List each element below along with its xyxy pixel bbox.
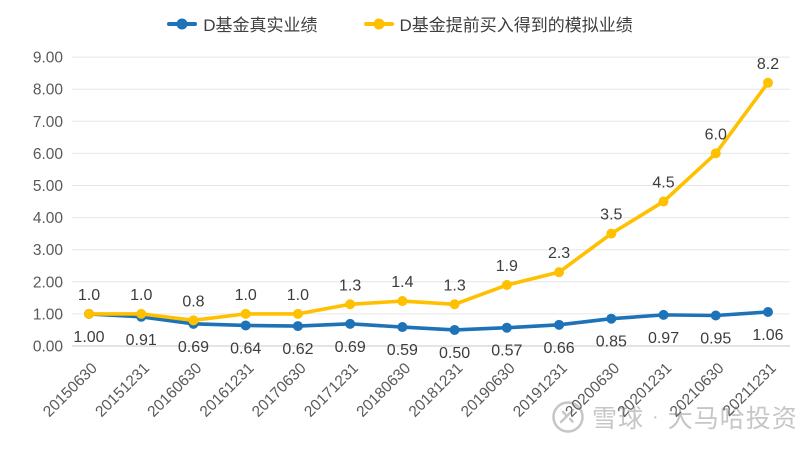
data-label: 0.66 [543, 340, 574, 357]
data-label: 1.0 [287, 287, 309, 304]
y-axis-tick-label: 2.00 [33, 274, 64, 291]
series-line-1 [87, 80, 770, 323]
data-point [501, 280, 512, 291]
x-axis-tick-label: 20201231 [615, 360, 676, 421]
data-point [240, 308, 251, 319]
data-label: 1.3 [339, 277, 361, 294]
data-label: 1.0 [78, 287, 100, 304]
data-label: 8.2 [757, 56, 779, 73]
x-axis-tick-label: 20211231 [720, 360, 780, 420]
data-label: 1.0 [235, 287, 257, 304]
data-label: 0.91 [126, 332, 157, 349]
x-axis-tick-label: 20150630 [40, 360, 101, 421]
legend-label-actual: D基金真实业绩 [203, 16, 318, 35]
legend-marker-simulated-icon [363, 21, 394, 26]
data-point [292, 308, 303, 319]
chart-legend: D基金真实业绩 D基金提前买入得到的模拟业绩 [0, 11, 800, 36]
data-point [710, 310, 721, 321]
data-label: 6.0 [705, 126, 727, 143]
data-label: 0.69 [178, 339, 209, 356]
x-axis-tick-label: 20171231 [301, 360, 362, 421]
data-point [658, 196, 669, 207]
data-label: 0.97 [648, 330, 679, 347]
data-point [240, 320, 251, 331]
y-axis-tick-label: 4.00 [33, 210, 64, 227]
legend-item-simulated[interactable]: D基金提前买入得到的模拟业绩 [363, 11, 633, 36]
data-label: 0.8 [182, 293, 204, 310]
data-point [501, 322, 512, 333]
x-axis-tick-label: 20170630 [249, 360, 310, 421]
data-point [136, 308, 147, 319]
data-label: 1.00 [73, 329, 104, 346]
x-axis-tick-label: 20200630 [562, 360, 623, 421]
data-point [554, 319, 565, 330]
data-point [449, 299, 460, 310]
x-axis-tick-label: 20161231 [197, 360, 258, 421]
watermark-separator: · [652, 405, 660, 428]
data-label: 2.3 [548, 245, 570, 262]
y-axis-tick-label: 5.00 [33, 178, 64, 195]
data-label: 1.9 [496, 258, 518, 275]
data-point [345, 299, 356, 310]
data-label: 1.06 [752, 327, 783, 344]
y-axis-tick-label: 8.00 [33, 82, 64, 99]
y-axis-tick-label: 1.00 [33, 306, 64, 323]
x-axis-tick-label: 20210630 [667, 360, 728, 421]
data-point [188, 315, 199, 326]
data-point [84, 308, 94, 319]
data-label: 0.57 [491, 343, 522, 360]
series-line-0 [87, 310, 770, 332]
x-axis-tick-label: 20160630 [144, 360, 205, 421]
x-axis-tick-label: 20151231 [92, 360, 153, 421]
watermark-account: 大马哈投资 [667, 405, 798, 433]
watermark-site: 雪球 [592, 405, 645, 433]
data-point [710, 148, 721, 159]
data-point [762, 306, 773, 317]
y-axis-tick-label: 0.00 [33, 339, 64, 356]
legend-label-simulated: D基金提前买入得到的模拟业绩 [399, 16, 633, 35]
data-label: 0.59 [387, 342, 418, 359]
data-point [397, 296, 408, 307]
x-axis-tick-label: 20180630 [353, 360, 414, 421]
data-point [658, 309, 669, 320]
legend-item-actual[interactable]: D基金真实业绩 [167, 11, 318, 36]
y-axis-tick-label: 7.00 [33, 114, 64, 131]
data-point [397, 322, 408, 333]
x-axis-tick-label: 20181231 [406, 360, 467, 421]
data-point [762, 77, 773, 88]
data-label: 0.50 [439, 345, 470, 362]
data-point [554, 267, 565, 278]
y-axis-tick-label: 6.00 [33, 146, 64, 163]
data-label: 0.69 [335, 339, 366, 356]
data-label: 1.0 [130, 287, 152, 304]
data-label: 0.85 [596, 334, 627, 351]
data-label: 0.95 [700, 331, 731, 348]
y-axis-tick-label: 9.00 [33, 50, 64, 67]
data-point [606, 228, 617, 239]
data-point [606, 313, 617, 324]
data-label: 1.3 [443, 277, 465, 294]
data-point [449, 324, 460, 335]
data-label: 4.5 [652, 175, 674, 192]
data-label: 3.5 [600, 207, 622, 224]
data-label: 1.4 [391, 274, 413, 291]
data-point [292, 321, 303, 332]
xueqiu-logo-icon [551, 400, 585, 434]
data-point [345, 318, 356, 329]
x-axis-tick-label: 20190630 [458, 360, 519, 421]
data-label: 0.62 [282, 341, 313, 358]
data-label: 0.64 [230, 340, 261, 357]
legend-marker-actual-icon [167, 21, 198, 26]
x-axis-tick-label: 20191231 [510, 360, 571, 421]
watermark: 雪球 · 大马哈投资 [551, 399, 798, 435]
y-axis-tick-label: 3.00 [33, 242, 64, 259]
